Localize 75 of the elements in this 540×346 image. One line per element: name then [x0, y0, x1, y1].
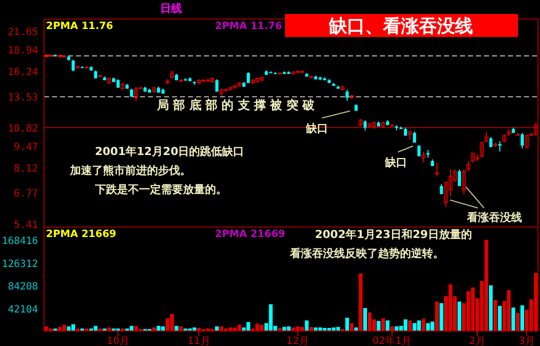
- y-tick-label: 9.47: [14, 142, 38, 154]
- bar: [174, 326, 178, 332]
- bar: [520, 305, 524, 332]
- candlestick: [484, 131, 488, 144]
- bar: [376, 320, 380, 332]
- candlestick: [346, 89, 349, 102]
- y-tick-label: 10.82: [8, 123, 38, 134]
- candlestick: [458, 168, 461, 187]
- y-tick-label: 168416: [2, 236, 38, 248]
- candlestick: [408, 131, 412, 140]
- bar: [381, 318, 385, 332]
- y-tick-label: 126312: [2, 258, 38, 270]
- candlestick: [134, 86, 138, 102]
- annotation: 2PMA 21669: [215, 229, 286, 240]
- bar: [435, 302, 439, 332]
- annotation: 2002年1月23日和29日放量的: [315, 228, 472, 241]
- x-tick-label: 12月: [286, 336, 310, 346]
- bar: [498, 306, 502, 332]
- annotation: 看涨吞没线: [466, 211, 522, 224]
- y-tick-label: 18.94: [8, 46, 38, 57]
- x-tick-label: 3月: [518, 336, 535, 346]
- x-tick-label: 11月: [188, 336, 210, 346]
- bar: [237, 324, 242, 332]
- y-tick-label: 5.41: [14, 220, 38, 231]
- candlestick: [72, 59, 75, 72]
- candlestick: [524, 134, 529, 150]
- bar: [534, 272, 538, 332]
- bar: [511, 307, 516, 332]
- y-tick-label: 13.53: [8, 92, 38, 104]
- x-tick-label: 10月: [106, 336, 130, 346]
- candlestick: [462, 168, 466, 195]
- bar: [408, 320, 412, 332]
- y-tick-label: 42104: [8, 304, 38, 316]
- annotation: 看涨吞没线反映了趋势的逆转。: [289, 247, 444, 260]
- y-tick-label: 84208: [8, 282, 38, 293]
- y-tick-label: 6.77: [14, 188, 38, 200]
- text: 日线: [160, 2, 182, 15]
- y-tick-label: 21.65: [8, 26, 38, 38]
- candlestick: [534, 122, 538, 136]
- annotation: 2001年12月20日的跳低缺口: [95, 145, 244, 158]
- bar: [358, 273, 362, 332]
- candlestick: [466, 160, 470, 172]
- x-tick-label: 2月: [469, 336, 486, 346]
- x-tick-label: 02年1月: [372, 335, 412, 346]
- candlestick: [434, 162, 439, 178]
- candlestick: [422, 151, 426, 164]
- bar: [363, 308, 367, 332]
- y-tick-label: 8.12: [14, 163, 38, 174]
- bar: [488, 285, 493, 332]
- bar: [493, 300, 498, 332]
- bar: [422, 318, 426, 332]
- y-tick-label: 16.24: [8, 66, 38, 78]
- bar: [94, 326, 98, 332]
- bar: [386, 320, 390, 332]
- candlestick: [246, 72, 250, 84]
- candlestick: [498, 140, 502, 152]
- bar: [350, 323, 354, 332]
- candlestick: [520, 132, 524, 150]
- candlestick: [480, 142, 484, 158]
- bar: [268, 304, 273, 332]
- annotation: 加速了熊市前进的步伐。: [69, 164, 191, 177]
- annotation: 局 部 底 部 的 支 撑 被 突 破: [156, 98, 316, 112]
- annotation: 2PMA 11.76: [215, 21, 282, 32]
- bar: [440, 303, 444, 332]
- chart-title: 缺口、看涨吞没线: [328, 16, 473, 37]
- candlestick: [215, 78, 218, 92]
- annotation: 2PMA 21669: [46, 229, 116, 240]
- candlestick: [364, 120, 367, 131]
- bar: [345, 318, 350, 332]
- annotation: 下跌是不一定需要放量的。: [94, 183, 227, 196]
- bar: [506, 290, 511, 332]
- annotation: 缺口: [384, 156, 407, 169]
- bar: [458, 302, 462, 332]
- annotation: 2PMA 11.76: [46, 21, 114, 32]
- bar: [484, 240, 488, 332]
